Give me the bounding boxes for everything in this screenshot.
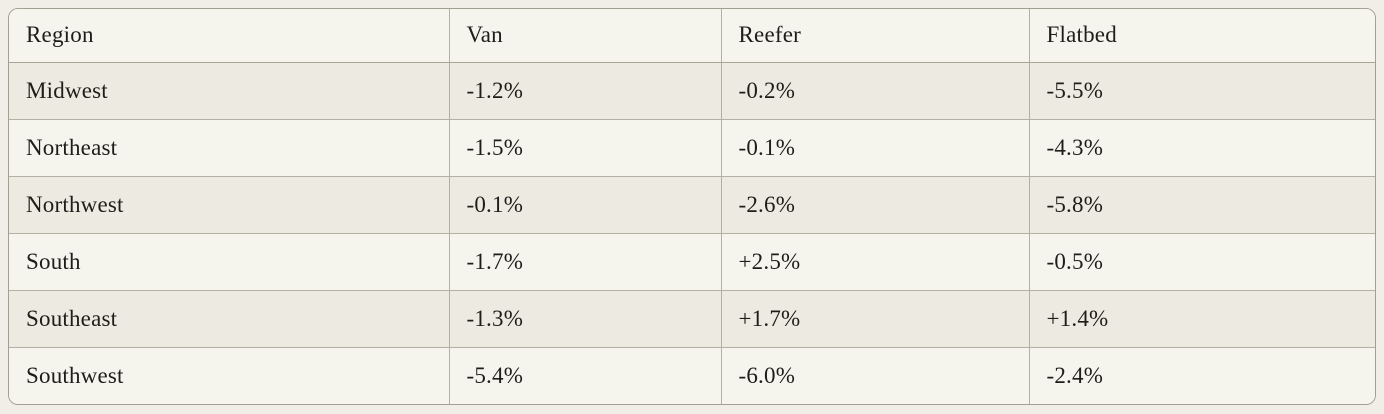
table-row-southwest: Southwest -5.4% -6.0% -2.4% bbox=[9, 346, 1375, 404]
flatbed-value-cell: +1.4% bbox=[1028, 289, 1375, 347]
van-value-cell: -1.3% bbox=[448, 289, 721, 347]
rates-table: Region Van Reefer Flatbed Midwest -1.2% … bbox=[9, 9, 1375, 404]
table-header: Region Van Reefer Flatbed bbox=[9, 9, 1375, 63]
van-value-cell: -1.2% bbox=[448, 62, 721, 119]
flatbed-value-cell: -4.3% bbox=[1028, 118, 1375, 176]
table-row-northwest: Northwest -0.1% -2.6% -5.8% bbox=[9, 175, 1375, 233]
reefer-value-cell: -2.6% bbox=[720, 175, 1029, 233]
region-cell: Northeast bbox=[9, 118, 449, 176]
table-body: Midwest -1.2% -0.2% -5.5% Northeast -1.5… bbox=[9, 62, 1375, 404]
van-value-cell: -5.4% bbox=[448, 346, 721, 404]
region-cell: South bbox=[9, 232, 449, 290]
table-row-south: South -1.7% +2.5% -0.5% bbox=[9, 232, 1375, 290]
region-cell: Midwest bbox=[26, 77, 108, 103]
header-row: Region Van Reefer Flatbed bbox=[9, 9, 1375, 63]
flatbed-value-cell: -5.8% bbox=[1028, 175, 1375, 233]
column-header-van: Van bbox=[448, 9, 721, 63]
region-cell: Southeast bbox=[9, 289, 449, 347]
region-cell: Northwest bbox=[9, 175, 449, 233]
flatbed-value-cell: -2.4% bbox=[1028, 346, 1375, 404]
column-header-flatbed: Flatbed bbox=[1028, 9, 1375, 63]
reefer-value-cell: -0.1% bbox=[720, 118, 1029, 176]
van-value-cell: -1.5% bbox=[448, 118, 721, 176]
region-cell: Southwest bbox=[9, 346, 449, 404]
flatbed-value-cell: -0.5% bbox=[1028, 232, 1375, 290]
reefer-value-cell: +1.7% bbox=[720, 289, 1029, 347]
column-header-region: Region bbox=[9, 9, 449, 63]
table-row-northeast: Northeast -1.5% -0.1% -4.3% bbox=[9, 118, 1375, 176]
flatbed-value-cell: -5.5% bbox=[1028, 62, 1375, 119]
column-header-reefer: Reefer bbox=[720, 9, 1029, 63]
reefer-value-cell: -6.0% bbox=[720, 346, 1029, 404]
table-row-southeast: Southeast -1.3% +1.7% +1.4% bbox=[9, 289, 1375, 347]
van-value-cell: -1.7% bbox=[448, 232, 721, 290]
reefer-value-cell: +2.5% bbox=[720, 232, 1029, 290]
van-value-cell: -0.1% bbox=[448, 175, 721, 233]
table-row-midwest: Midwest -1.2% -0.2% -5.5% bbox=[9, 62, 1375, 119]
rates-table-container: Region Van Reefer Flatbed Midwest -1.2% … bbox=[8, 8, 1376, 405]
reefer-value-cell: -0.2% bbox=[720, 62, 1029, 119]
